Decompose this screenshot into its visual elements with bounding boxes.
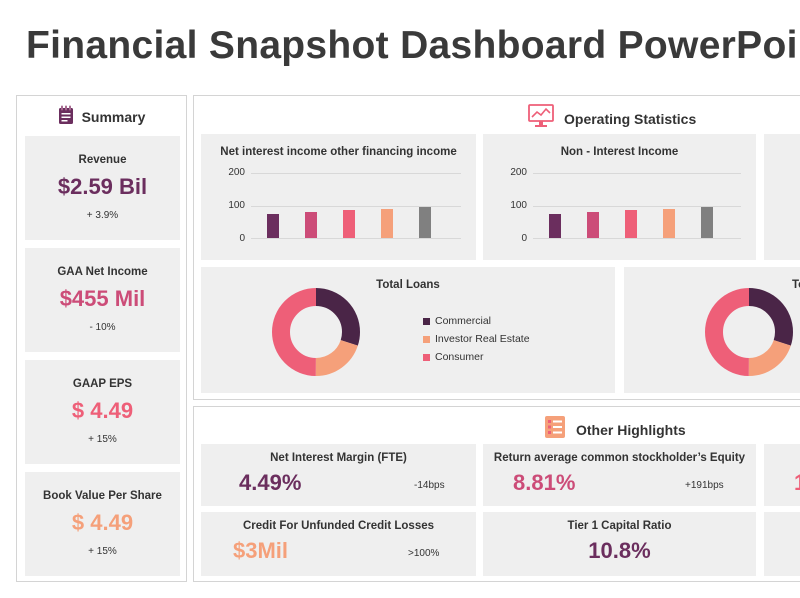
highlight-value: $3Mil bbox=[233, 538, 289, 563]
highlight-change: >100% bbox=[408, 548, 440, 559]
chart-title: Total Loans bbox=[376, 279, 440, 291]
highlight-partial-bottom bbox=[764, 512, 800, 576]
legend-swatch bbox=[423, 335, 430, 343]
x-axis-line bbox=[251, 238, 461, 239]
other-highlights-panel: Other Highlights Net Interest Margin (FT… bbox=[193, 406, 800, 582]
summary-card-value: $ 4.49 bbox=[71, 398, 134, 423]
other-highlights-title: Other Highlights bbox=[576, 421, 686, 438]
gridline bbox=[251, 173, 461, 174]
non-interest-income-chart: Non - Interest Income 200 100 0 bbox=[483, 134, 756, 260]
summary-card-value: $2.59 Bil bbox=[57, 174, 148, 199]
total-loans-donut bbox=[272, 288, 360, 376]
summary-card-net-income: GAA Net Income $455 Mil - 10% bbox=[25, 248, 180, 352]
legend-label: Commercial bbox=[435, 315, 492, 327]
legend-swatch bbox=[423, 317, 430, 325]
donut-slice bbox=[272, 288, 360, 376]
summary-card-change: + 15% bbox=[88, 434, 117, 445]
chart-title: Net interest income other financing inco… bbox=[220, 146, 457, 158]
summary-card-eps: GAAP EPS $ 4.49 + 15% bbox=[25, 360, 180, 464]
bar bbox=[343, 210, 355, 238]
operating-statistics-title: Operating Statistics bbox=[564, 110, 697, 127]
bar bbox=[305, 212, 317, 238]
legend-item-commercial: Commercial bbox=[423, 312, 530, 330]
total-loans-legend: Commercial Investor Real Estate Consumer bbox=[423, 312, 530, 366]
highlight-change: +191bps bbox=[685, 480, 724, 491]
summary-card-change: - 10% bbox=[89, 322, 116, 333]
summary-title: Summary bbox=[81, 109, 146, 125]
bar bbox=[549, 213, 561, 238]
bar bbox=[381, 208, 393, 238]
partial-chart-card bbox=[764, 134, 800, 260]
bar bbox=[587, 212, 599, 238]
donut-slice bbox=[705, 288, 793, 376]
summary-card-label: GAAP EPS bbox=[72, 378, 133, 390]
y-tick-label: 100 bbox=[228, 200, 245, 211]
highlight-label: Net Interest Margin (FTE) bbox=[270, 452, 407, 464]
summary-card-label: Revenue bbox=[78, 154, 127, 166]
highlight-return-equity: Return average common stockholder’s Equi… bbox=[483, 444, 756, 506]
total-loans-chart: Total Loans Commercial Investor Real Est… bbox=[201, 267, 615, 393]
partial-donut bbox=[705, 288, 793, 376]
legend-item-consumer: Consumer bbox=[423, 348, 530, 366]
highlight-tier1-capital: Tier 1 Capital Ratio 10.8% bbox=[483, 512, 756, 576]
highlight-value: 4.49% bbox=[239, 470, 302, 495]
highlight-value: 8.81% bbox=[513, 470, 576, 495]
bar bbox=[701, 207, 713, 238]
highlight-label: Credit For Unfunded Credit Losses bbox=[242, 520, 435, 532]
operating-statistics-panel: Operating Statistics Net interest income… bbox=[193, 95, 800, 400]
partial-chart-title: To bbox=[792, 279, 800, 291]
net-interest-income-chart: Net interest income other financing inco… bbox=[201, 134, 476, 260]
bar bbox=[663, 208, 675, 238]
summary-card-book-value: Book Value Per Share $ 4.49 + 15% bbox=[25, 472, 180, 576]
summary-card-label: GAA Net Income bbox=[57, 266, 148, 278]
y-tick-label: 200 bbox=[510, 167, 527, 178]
partial-donut-chart: To bbox=[624, 267, 800, 393]
summary-card-value: $ 4.49 bbox=[71, 510, 134, 535]
chart-title: Non - Interest Income bbox=[560, 146, 679, 158]
summary-header: Summary bbox=[17, 104, 186, 130]
list-icon bbox=[544, 415, 566, 444]
summary-card-label: Book Value Per Share bbox=[43, 490, 162, 502]
y-tick-label: 0 bbox=[521, 233, 527, 244]
legend-swatch bbox=[423, 353, 430, 361]
page-title: Financial Snapshot Dashboard PowerPoint bbox=[26, 24, 800, 67]
bar bbox=[419, 207, 431, 238]
monitor-chart-icon bbox=[528, 104, 554, 133]
highlight-partial-value: 1 bbox=[794, 470, 800, 496]
highlight-label: Return average common stockholder’s Equi… bbox=[493, 452, 746, 464]
other-highlights-header: Other Highlights bbox=[544, 415, 686, 444]
operating-statistics-header: Operating Statistics bbox=[528, 104, 696, 133]
bar bbox=[267, 213, 279, 238]
y-tick-label: 200 bbox=[228, 167, 245, 178]
summary-card-value: $455 Mil bbox=[59, 286, 146, 311]
y-tick-label: 100 bbox=[510, 200, 527, 211]
summary-card-change: + 15% bbox=[88, 546, 117, 557]
y-tick-label: 0 bbox=[239, 233, 245, 244]
highlight-change: -14bps bbox=[414, 480, 445, 491]
highlight-value: 10.8% bbox=[588, 538, 651, 563]
legend-label: Consumer bbox=[435, 351, 484, 363]
x-axis-line bbox=[533, 238, 741, 239]
gridline bbox=[533, 206, 741, 207]
donut-slice bbox=[705, 288, 793, 376]
summary-card-change: + 3.9% bbox=[86, 210, 119, 221]
legend-label: Investor Real Estate bbox=[435, 333, 530, 345]
notepad-icon bbox=[58, 105, 74, 130]
gridline bbox=[251, 206, 461, 207]
legend-item-investor-real-estate: Investor Real Estate bbox=[423, 330, 530, 348]
highlight-partial: 1 bbox=[764, 444, 800, 506]
summary-panel: Summary Revenue $2.59 Bil + 3.9% GAA Net… bbox=[16, 95, 187, 582]
summary-card-revenue: Revenue $2.59 Bil + 3.9% bbox=[25, 136, 180, 240]
gridline bbox=[533, 173, 741, 174]
donut-slice bbox=[272, 288, 360, 376]
highlight-credit-losses: Credit For Unfunded Credit Losses $3Mil … bbox=[201, 512, 476, 576]
bar bbox=[625, 210, 637, 238]
highlight-net-interest-margin: Net Interest Margin (FTE) 4.49% -14bps bbox=[201, 444, 476, 506]
highlight-label: Tier 1 Capital Ratio bbox=[567, 520, 672, 532]
